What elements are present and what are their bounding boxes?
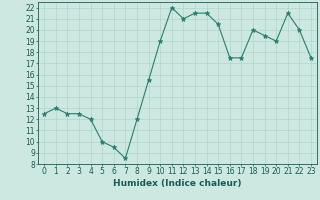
- X-axis label: Humidex (Indice chaleur): Humidex (Indice chaleur): [113, 179, 242, 188]
